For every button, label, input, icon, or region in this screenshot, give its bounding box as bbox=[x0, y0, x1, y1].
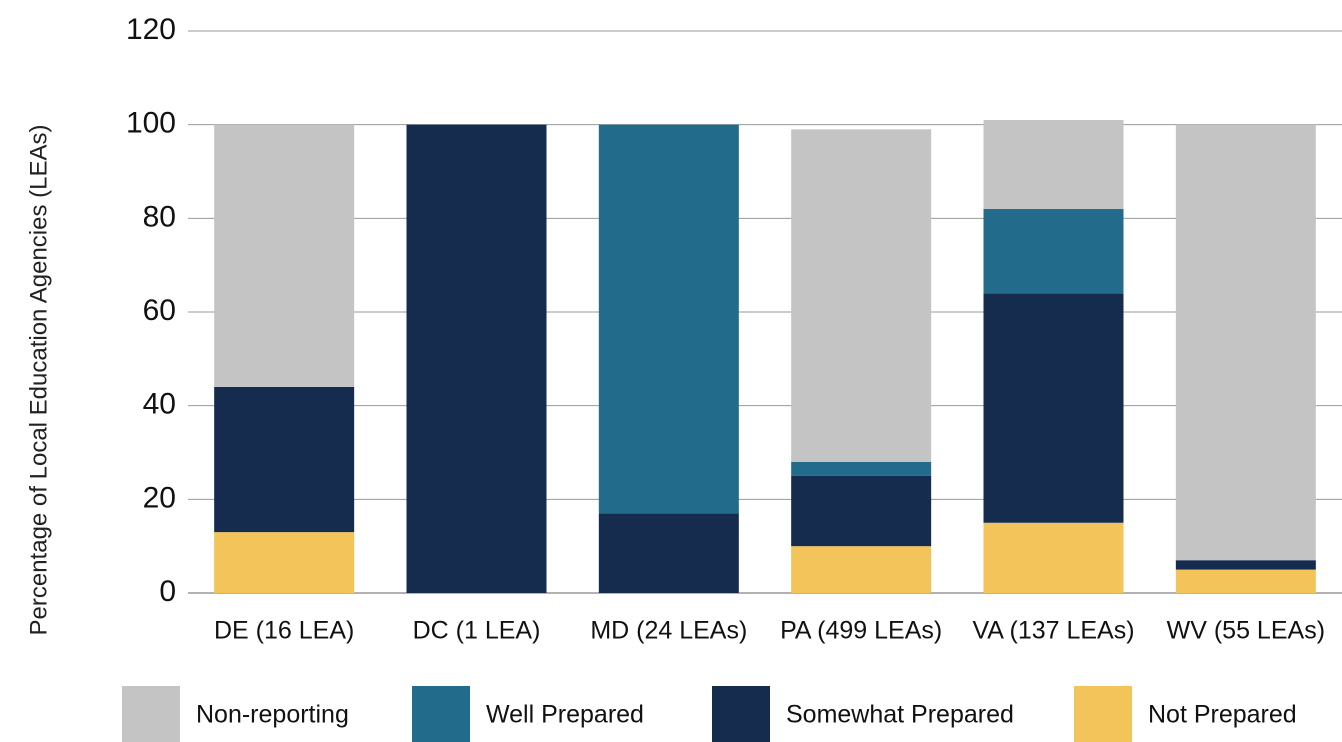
x-tick-label: PA (499 LEAs) bbox=[780, 617, 942, 645]
bar-segment bbox=[983, 522, 1124, 593]
legend-swatch bbox=[412, 686, 470, 742]
y-tick-label: 40 bbox=[143, 388, 176, 421]
legend-swatch bbox=[1074, 686, 1132, 742]
bar-segment bbox=[598, 513, 739, 593]
y-axis-label: Percentage of Local Education Agencies (… bbox=[25, 125, 52, 636]
bar-segment bbox=[983, 293, 1124, 523]
y-tick-label: 100 bbox=[126, 107, 176, 140]
bar-segment bbox=[791, 546, 932, 593]
bar-segment bbox=[791, 461, 932, 476]
y-tick-label: 120 bbox=[126, 13, 176, 46]
x-tick-label: DE (16 LEA) bbox=[214, 617, 354, 645]
x-tick-label: WV (55 LEAs) bbox=[1167, 617, 1325, 645]
bar-segment bbox=[214, 386, 355, 533]
bar-segment bbox=[214, 532, 355, 593]
bar-segment bbox=[791, 129, 932, 462]
bar-segment bbox=[1175, 124, 1316, 561]
y-tick-label: 0 bbox=[159, 575, 176, 608]
x-tick-label: MD (24 LEAs) bbox=[590, 617, 747, 645]
legend-swatch bbox=[122, 686, 180, 742]
bar-segment bbox=[791, 475, 932, 547]
legend-label: Well Prepared bbox=[486, 701, 644, 729]
bar-segment bbox=[598, 124, 739, 514]
bar-segment bbox=[983, 208, 1124, 294]
x-tick-label: DC (1 LEA) bbox=[413, 617, 541, 645]
bar-segment bbox=[214, 124, 355, 387]
bar-segment bbox=[983, 119, 1124, 209]
bar-segment bbox=[406, 124, 547, 594]
bar-segment bbox=[1175, 569, 1316, 593]
y-tick-label: 60 bbox=[143, 294, 176, 327]
legend-label: Not Prepared bbox=[1148, 701, 1297, 729]
y-tick-label: 20 bbox=[143, 481, 176, 514]
legend-swatch bbox=[712, 686, 770, 742]
y-tick-label: 80 bbox=[143, 200, 176, 233]
legend-label: Non-reporting bbox=[196, 701, 349, 729]
bar-segment bbox=[1175, 560, 1316, 570]
legend-label: Somewhat Prepared bbox=[786, 701, 1014, 729]
x-tick-label: VA (137 LEAs) bbox=[972, 617, 1134, 645]
